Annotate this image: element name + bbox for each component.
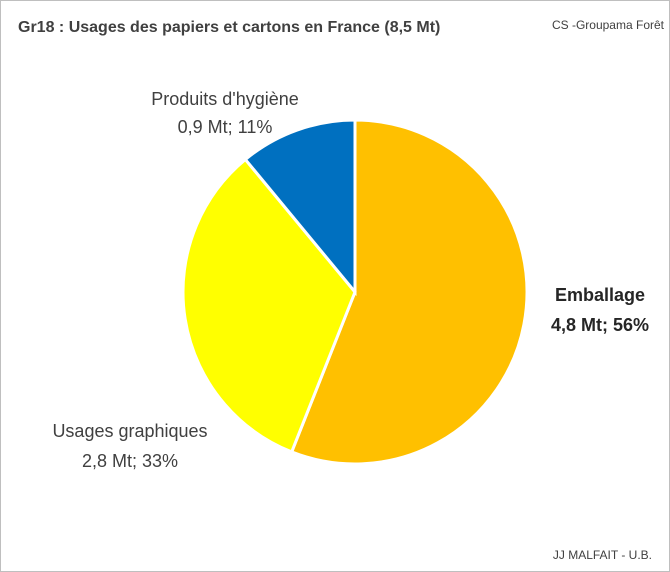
pie-slice — [181, 157, 357, 454]
slice-label: Usages graphiques — [52, 421, 207, 441]
slice-value-label: 2,8 Mt; 33% — [82, 451, 178, 471]
slice-label: Emballage — [555, 285, 645, 305]
slice-value-label: 4,8 Mt; 56% — [551, 315, 649, 335]
source: CS -Groupama Forêt — [552, 18, 665, 32]
pie-slice — [289, 118, 529, 466]
pie-slice — [243, 118, 357, 297]
credit: JJ MALFAIT - U.B. — [553, 548, 652, 562]
slice-value-label: 0,9 Mt; 11% — [178, 117, 273, 137]
slice-label: Produits d'hygiène — [151, 89, 299, 109]
chart-title: Gr18 : Usages des papiers et cartons en … — [18, 19, 440, 36]
